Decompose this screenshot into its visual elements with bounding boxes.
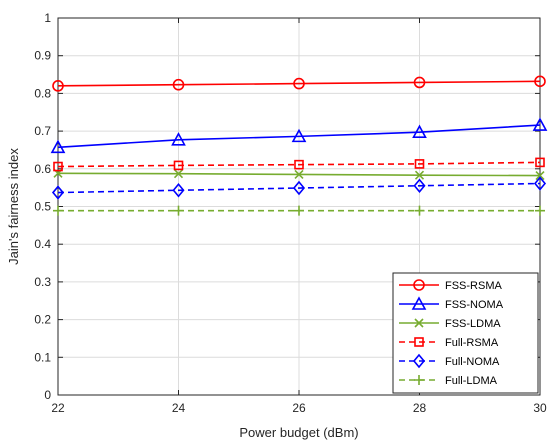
legend-label: Full-NOMA bbox=[445, 356, 500, 368]
legend-label: FSS-LDMA bbox=[445, 318, 501, 330]
data-point bbox=[291, 128, 307, 143]
data-point bbox=[413, 76, 426, 89]
y-axis-title: Jain's fairness index bbox=[6, 148, 21, 265]
legend-item: FSS-RSMA bbox=[399, 279, 503, 292]
data-point bbox=[535, 157, 545, 168]
legend-marker bbox=[414, 337, 424, 347]
legend-label: Full-RSMA bbox=[445, 337, 499, 349]
data-point bbox=[294, 159, 304, 170]
data-point bbox=[413, 178, 426, 194]
y-tick-label: 0.4 bbox=[34, 237, 51, 251]
x-axis-title: Power budget (dBm) bbox=[239, 425, 358, 440]
series-line bbox=[57, 161, 541, 168]
y-tick-label: 0.5 bbox=[34, 200, 51, 214]
data-point bbox=[53, 161, 63, 172]
data-point bbox=[292, 180, 306, 196]
legend-box bbox=[392, 272, 539, 394]
data-point bbox=[171, 132, 186, 146]
legend: FSS-RSMA FSS-NOMA FSS-LDMA Full-RSMA Full-NO… bbox=[392, 272, 539, 394]
series-full-noma bbox=[51, 176, 547, 200]
axis-ticks: 0 0.1 0.2 0.3 0.4 0.5 0.6 0.7 0.8 0.9 1 22 24 26 28 30 bbox=[34, 11, 547, 415]
series-line bbox=[57, 80, 541, 87]
y-tick-label: 0.1 bbox=[34, 350, 51, 364]
legend-item: FSS-LDMA bbox=[399, 318, 501, 330]
legend-label: FSS-NOMA bbox=[445, 299, 504, 311]
series-full-ldma bbox=[53, 205, 545, 216]
data-point bbox=[172, 183, 185, 198]
data-point bbox=[173, 205, 184, 216]
data-point bbox=[53, 205, 63, 216]
data-point bbox=[172, 78, 185, 91]
data-point bbox=[535, 205, 545, 216]
series-group bbox=[50, 75, 548, 216]
y-tick-label: 0.2 bbox=[34, 313, 51, 327]
y-tick-label: 0.7 bbox=[34, 124, 51, 138]
y-tick-label: 0.8 bbox=[34, 86, 51, 100]
data-point bbox=[412, 124, 427, 139]
legend-item: Full-RSMA bbox=[399, 337, 499, 349]
data-point bbox=[51, 185, 65, 200]
series-fss-noma bbox=[50, 117, 548, 154]
data-point bbox=[533, 176, 547, 191]
series-line bbox=[57, 124, 541, 149]
series-full-rsma bbox=[53, 157, 545, 172]
y-tick-label: 0.6 bbox=[34, 162, 51, 176]
data-point bbox=[414, 170, 425, 180]
legend-item: Full-LDMA bbox=[399, 375, 498, 387]
legend-item: Full-NOMA bbox=[399, 353, 500, 369]
y-tick-label: 0.9 bbox=[34, 49, 51, 63]
x-tick-label: 28 bbox=[413, 401, 427, 415]
data-point bbox=[294, 169, 304, 180]
data-point bbox=[414, 205, 425, 216]
legend-label: FSS-RSMA bbox=[445, 280, 503, 292]
series-fss-rsma bbox=[52, 75, 546, 92]
data-point bbox=[293, 77, 305, 90]
data-point bbox=[534, 75, 546, 88]
data-point bbox=[414, 159, 425, 169]
legend-marker bbox=[412, 353, 426, 369]
data-point bbox=[294, 205, 304, 216]
series-fss-ldma bbox=[53, 168, 545, 181]
y-tick-label: 0.3 bbox=[34, 275, 51, 289]
y-tick-label: 1 bbox=[44, 11, 51, 25]
legend-marker bbox=[414, 318, 424, 328]
data-point bbox=[52, 80, 64, 92]
data-point bbox=[535, 171, 545, 181]
legend-label: Full-LDMA bbox=[445, 375, 498, 387]
series-line bbox=[57, 182, 541, 194]
data-point bbox=[173, 160, 184, 171]
legend-marker bbox=[411, 296, 427, 310]
x-tick-label: 22 bbox=[51, 401, 65, 415]
data-point bbox=[50, 139, 66, 154]
x-tick-label: 30 bbox=[533, 401, 547, 415]
legend-marker bbox=[413, 279, 425, 291]
x-tick-label: 26 bbox=[292, 401, 306, 415]
legend-item: FSS-NOMA bbox=[399, 296, 504, 311]
data-point bbox=[173, 169, 184, 179]
data-point bbox=[532, 117, 548, 131]
legend-marker bbox=[414, 375, 424, 385]
y-tick-label: 0 bbox=[44, 388, 51, 402]
x-tick-label: 24 bbox=[172, 401, 186, 415]
